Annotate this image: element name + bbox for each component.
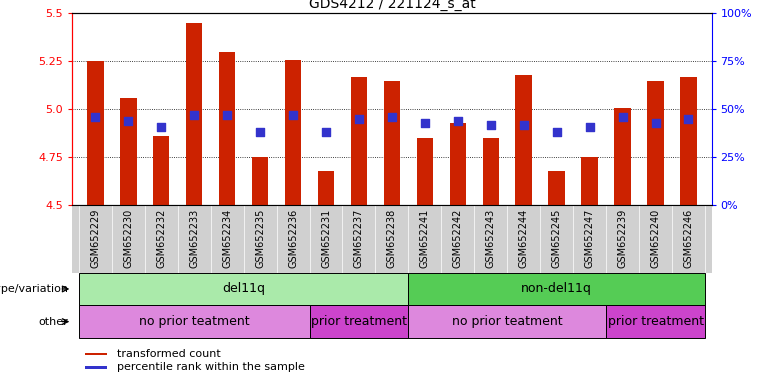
Bar bbox=[285, 60, 301, 205]
Text: GSM652237: GSM652237 bbox=[354, 209, 364, 268]
Text: GSM652232: GSM652232 bbox=[156, 209, 166, 268]
Bar bbox=[581, 157, 598, 205]
Bar bbox=[515, 75, 532, 205]
Bar bbox=[409, 273, 705, 305]
Text: genotype/variation: genotype/variation bbox=[0, 284, 68, 294]
Point bbox=[254, 129, 266, 136]
Text: GSM652231: GSM652231 bbox=[321, 209, 331, 268]
Bar bbox=[87, 61, 103, 205]
Bar bbox=[310, 305, 409, 338]
Text: non-del11q: non-del11q bbox=[521, 283, 592, 295]
Text: GSM652244: GSM652244 bbox=[519, 209, 529, 268]
Title: GDS4212 / 221124_s_at: GDS4212 / 221124_s_at bbox=[308, 0, 476, 11]
Point bbox=[584, 124, 596, 130]
Text: GSM652229: GSM652229 bbox=[91, 209, 100, 268]
Text: transformed count: transformed count bbox=[117, 349, 221, 359]
Text: GSM652247: GSM652247 bbox=[584, 209, 594, 268]
Bar bbox=[85, 353, 107, 355]
Bar bbox=[606, 305, 705, 338]
Text: GSM652240: GSM652240 bbox=[651, 209, 661, 268]
Bar bbox=[614, 108, 631, 205]
Bar bbox=[416, 138, 433, 205]
Point bbox=[683, 116, 695, 122]
Bar bbox=[351, 77, 368, 205]
Bar bbox=[79, 305, 310, 338]
Bar bbox=[409, 305, 606, 338]
Point bbox=[155, 124, 167, 130]
Point bbox=[89, 114, 101, 120]
Text: prior treatment: prior treatment bbox=[311, 315, 407, 328]
Text: prior treatment: prior treatment bbox=[607, 315, 703, 328]
Bar bbox=[648, 81, 664, 205]
Text: GSM652245: GSM652245 bbox=[552, 209, 562, 268]
Text: GSM652239: GSM652239 bbox=[618, 209, 628, 268]
Bar bbox=[450, 123, 466, 205]
Text: GSM652236: GSM652236 bbox=[288, 209, 298, 268]
Text: GSM652233: GSM652233 bbox=[189, 209, 199, 268]
Bar bbox=[384, 81, 400, 205]
Text: GSM652242: GSM652242 bbox=[453, 209, 463, 268]
Bar bbox=[85, 366, 107, 369]
Point bbox=[649, 120, 661, 126]
Bar bbox=[482, 138, 499, 205]
Text: GSM652230: GSM652230 bbox=[123, 209, 133, 268]
Text: del11q: del11q bbox=[222, 283, 265, 295]
Text: GSM652234: GSM652234 bbox=[222, 209, 232, 268]
Point bbox=[188, 112, 200, 118]
Point bbox=[287, 112, 299, 118]
Bar bbox=[549, 171, 565, 205]
Point bbox=[320, 129, 332, 136]
Point bbox=[550, 129, 562, 136]
Text: GSM652246: GSM652246 bbox=[683, 209, 693, 268]
Text: no prior teatment: no prior teatment bbox=[139, 315, 250, 328]
Bar bbox=[79, 273, 409, 305]
Text: other: other bbox=[39, 316, 68, 327]
Point bbox=[386, 114, 398, 120]
Point bbox=[485, 122, 497, 128]
Text: GSM652241: GSM652241 bbox=[420, 209, 430, 268]
Text: GSM652243: GSM652243 bbox=[486, 209, 495, 268]
Text: no prior teatment: no prior teatment bbox=[452, 315, 562, 328]
Point bbox=[517, 122, 530, 128]
Bar bbox=[186, 23, 202, 205]
Bar bbox=[680, 77, 697, 205]
Bar bbox=[318, 171, 334, 205]
Text: GSM652238: GSM652238 bbox=[387, 209, 397, 268]
Text: percentile rank within the sample: percentile rank within the sample bbox=[117, 362, 305, 372]
Point bbox=[353, 116, 365, 122]
Point bbox=[452, 118, 464, 124]
Point bbox=[616, 114, 629, 120]
Bar bbox=[153, 136, 170, 205]
Bar bbox=[252, 157, 269, 205]
Text: GSM652235: GSM652235 bbox=[255, 209, 265, 268]
Bar bbox=[219, 52, 235, 205]
Point bbox=[123, 118, 135, 124]
Point bbox=[221, 112, 234, 118]
Point bbox=[419, 120, 431, 126]
Bar bbox=[120, 98, 136, 205]
